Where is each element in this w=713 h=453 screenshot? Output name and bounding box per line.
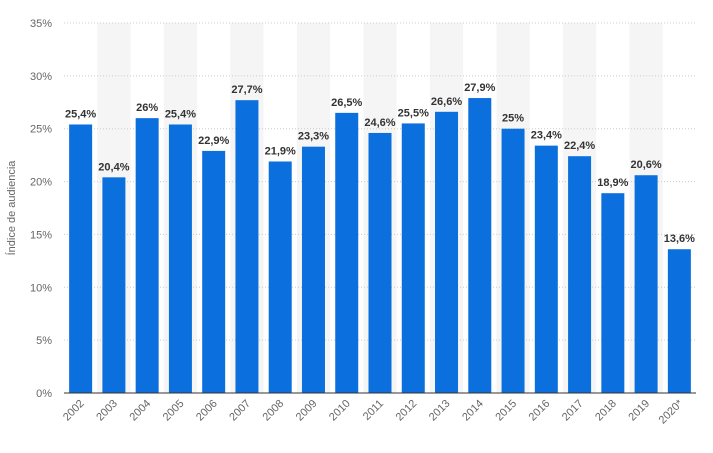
bar: [102, 177, 126, 393]
bar: [468, 98, 492, 394]
y-axis-ticks: 0% 5% 10% 15% 20% 25% 30% 35%: [30, 18, 52, 400]
bar: [601, 193, 625, 393]
bar: [235, 100, 259, 394]
bar: [401, 123, 425, 393]
bar: [667, 249, 691, 393]
bar: [568, 156, 592, 393]
data-label: 26%: [136, 102, 158, 114]
bar: [135, 118, 159, 394]
x-tick-label: 2018: [593, 398, 619, 424]
data-label: 18,9%: [597, 177, 628, 189]
data-label: 23,4%: [531, 130, 562, 142]
bar: [435, 111, 459, 394]
x-tick-label: 2019: [626, 398, 652, 424]
x-tick-label: 2012: [394, 398, 420, 424]
x-tick-label: 2011: [361, 398, 386, 423]
x-tick-label: 2008: [261, 398, 287, 424]
x-tick-label: 2007: [227, 398, 253, 424]
x-tick-label: 2020*: [657, 397, 686, 426]
data-label: 23,3%: [298, 131, 329, 143]
x-tick-label: 2002: [61, 398, 87, 424]
data-label: 20,4%: [98, 161, 129, 173]
x-axis-ticks: 2002 2003 2004 2005 2006 2007 2008 2009 2010 2011…: [61, 397, 686, 426]
bars: [69, 98, 691, 394]
x-tick-label: 2009: [294, 398, 320, 424]
bar: [501, 128, 525, 393]
x-tick-label: 2010: [327, 398, 353, 424]
data-label: 13,6%: [664, 233, 695, 245]
data-labels: 25,4% 20,4% 26% 25,4% 22,9% 27,7% 21,9%23,3% 26…: [65, 82, 695, 245]
bar: [168, 124, 192, 393]
x-tick-label: 2016: [527, 398, 553, 424]
x-tick-label: 2015: [493, 398, 519, 424]
bar: [335, 112, 359, 393]
data-label: 26,5%: [331, 97, 362, 109]
x-tick-label: 2013: [427, 398, 453, 424]
y-tick-label: 10%: [30, 282, 52, 294]
y-tick-label: 20%: [30, 177, 52, 189]
y-tick-label: 0%: [36, 388, 52, 400]
bar: [368, 132, 392, 393]
bar: [634, 175, 658, 393]
data-label: 24,6%: [364, 117, 395, 129]
x-tick-label: 2003: [94, 398, 120, 424]
data-label: 27,9%: [464, 82, 495, 94]
data-label: 22,9%: [198, 135, 229, 147]
data-label: 22,4%: [564, 140, 595, 152]
x-tick-label: 2014: [460, 398, 486, 424]
bar: [202, 150, 226, 393]
data-label: 27,7%: [231, 84, 262, 96]
bar: [268, 161, 292, 393]
y-tick-label: 35%: [30, 18, 52, 30]
data-label: 25,4%: [65, 108, 96, 120]
data-label: 25,4%: [165, 108, 196, 120]
bar: [301, 146, 325, 393]
x-tick-label: 2005: [161, 398, 187, 424]
y-tick-label: 15%: [30, 229, 52, 241]
data-label: 21,9%: [265, 145, 296, 157]
y-axis-label: Índice de audiencia: [5, 160, 18, 256]
x-tick-label: 2004: [127, 398, 153, 424]
y-tick-label: 25%: [30, 124, 52, 136]
x-tick-label: 2017: [560, 398, 586, 424]
y-tick-label: 5%: [36, 335, 52, 347]
x-tick-label: 2006: [194, 398, 220, 424]
y-tick-label: 30%: [30, 71, 52, 83]
bar: [69, 124, 93, 393]
data-label: 20,6%: [631, 159, 662, 171]
data-label: 25%: [502, 113, 524, 125]
data-label: 25,5%: [398, 107, 429, 119]
data-label: 26,6%: [431, 96, 462, 108]
bar: [534, 145, 558, 393]
